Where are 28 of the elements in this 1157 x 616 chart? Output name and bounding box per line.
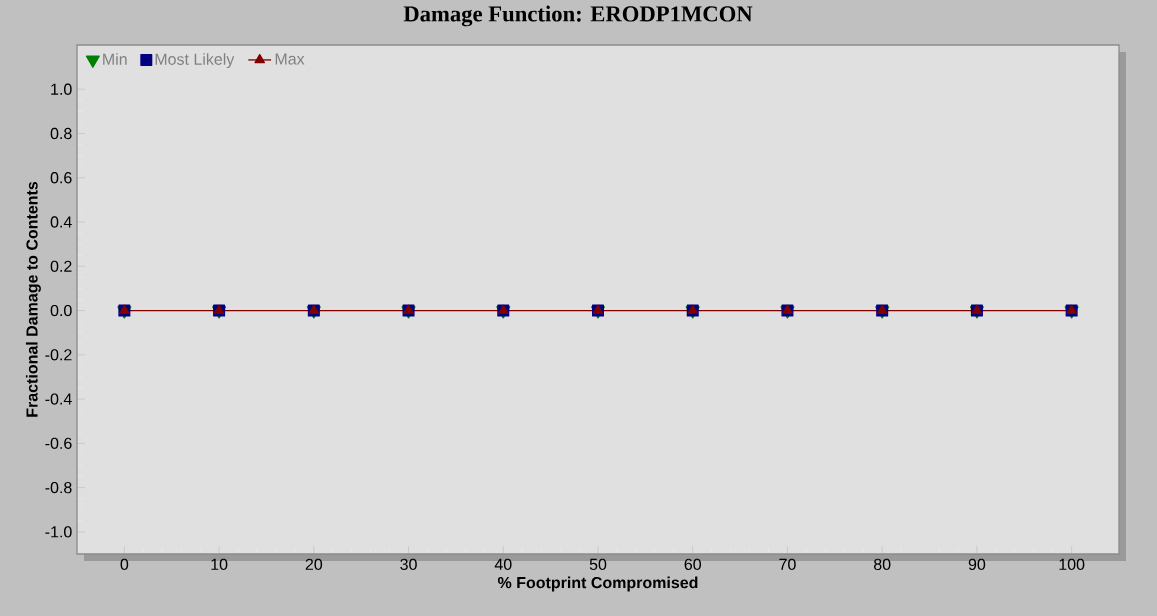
y-tick-label: -0.4 — [45, 393, 72, 405]
chart-title: Damage Function: ERODP1MCON — [403, 5, 753, 27]
x-tick-label: 100 — [1059, 558, 1085, 571]
x-tick-label: 0 — [120, 558, 129, 571]
x-tick-label: 60 — [684, 558, 702, 571]
y-tick-label: 0.4 — [50, 216, 72, 228]
legend-label: Most Likely — [155, 53, 235, 69]
y-tick-label: 0.2 — [50, 260, 72, 272]
legend-label: Max — [275, 53, 305, 65]
x-tick-label: 50 — [589, 558, 607, 571]
y-tick-label: 1.0 — [51, 83, 72, 95]
x-axis-title: % Footprint Compromised — [497, 576, 698, 592]
x-tick-label: 40 — [494, 558, 512, 571]
y-tick-label: 0.6 — [50, 172, 72, 184]
x-tick-label: 20 — [305, 558, 323, 571]
x-tick-label: 80 — [873, 558, 891, 571]
y-tick-label: 0.0 — [50, 304, 72, 317]
legend-label: Min — [103, 53, 127, 65]
y-tick-label: -0.2 — [45, 349, 72, 361]
y-tick-label: -1.0 — [45, 526, 72, 538]
y-tick-label: 0.8 — [50, 127, 72, 140]
y-tick-label: -0.8 — [45, 481, 72, 494]
x-tick-label: 90 — [968, 558, 986, 571]
y-tick-label: -0.6 — [45, 437, 72, 449]
x-tick-label: 70 — [779, 558, 796, 571]
x-tick-label: 30 — [400, 558, 417, 571]
y-axis-title: Fractional Damage to Contents — [25, 181, 41, 417]
x-tick-label: 10 — [211, 558, 228, 571]
